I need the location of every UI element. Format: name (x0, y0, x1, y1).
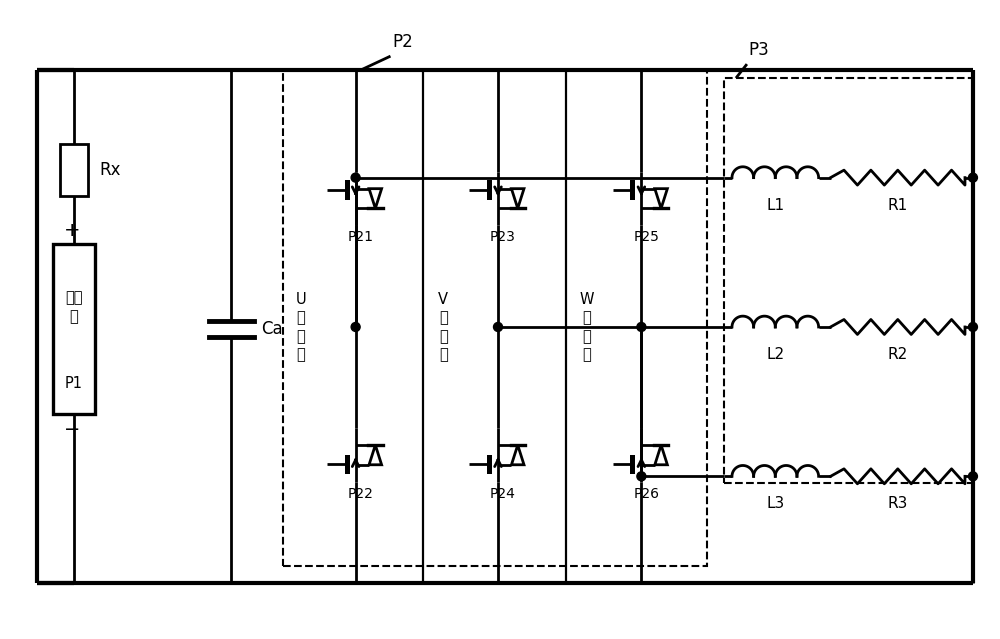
Text: +: + (64, 221, 80, 240)
Circle shape (351, 173, 360, 182)
Text: P23: P23 (490, 231, 516, 244)
Text: P25: P25 (633, 231, 659, 244)
Text: U
相
桥
臂: U 相 桥 臂 (296, 291, 306, 362)
Text: Rx: Rx (100, 160, 121, 179)
Text: P2: P2 (392, 33, 413, 51)
Bar (724, 78, 973, 483)
Text: P1: P1 (65, 376, 83, 391)
Circle shape (968, 472, 977, 481)
Text: L3: L3 (766, 497, 784, 511)
Text: V
相
桥
臂: V 相 桥 臂 (438, 291, 448, 362)
Text: W
相
桥
臂: W 相 桥 臂 (579, 291, 594, 362)
Text: R1: R1 (888, 197, 908, 213)
Text: P26: P26 (633, 487, 659, 501)
Text: P3: P3 (748, 41, 769, 59)
Circle shape (494, 323, 502, 332)
Circle shape (351, 323, 360, 332)
Text: P22: P22 (348, 487, 374, 501)
Text: R3: R3 (888, 497, 908, 511)
Text: 电池
组: 电池 组 (65, 290, 83, 324)
Text: −: − (64, 420, 80, 439)
Circle shape (637, 472, 646, 481)
Text: P24: P24 (490, 487, 516, 501)
Circle shape (968, 173, 977, 182)
Text: R2: R2 (888, 347, 908, 362)
Text: Ca: Ca (262, 320, 283, 338)
Bar (53, 244, 95, 413)
Text: P21: P21 (348, 231, 374, 244)
Text: L2: L2 (766, 347, 784, 362)
Text: L1: L1 (766, 197, 784, 213)
Bar (60, 144, 88, 196)
Circle shape (968, 323, 977, 332)
Bar (283, 70, 707, 566)
Circle shape (637, 323, 646, 332)
